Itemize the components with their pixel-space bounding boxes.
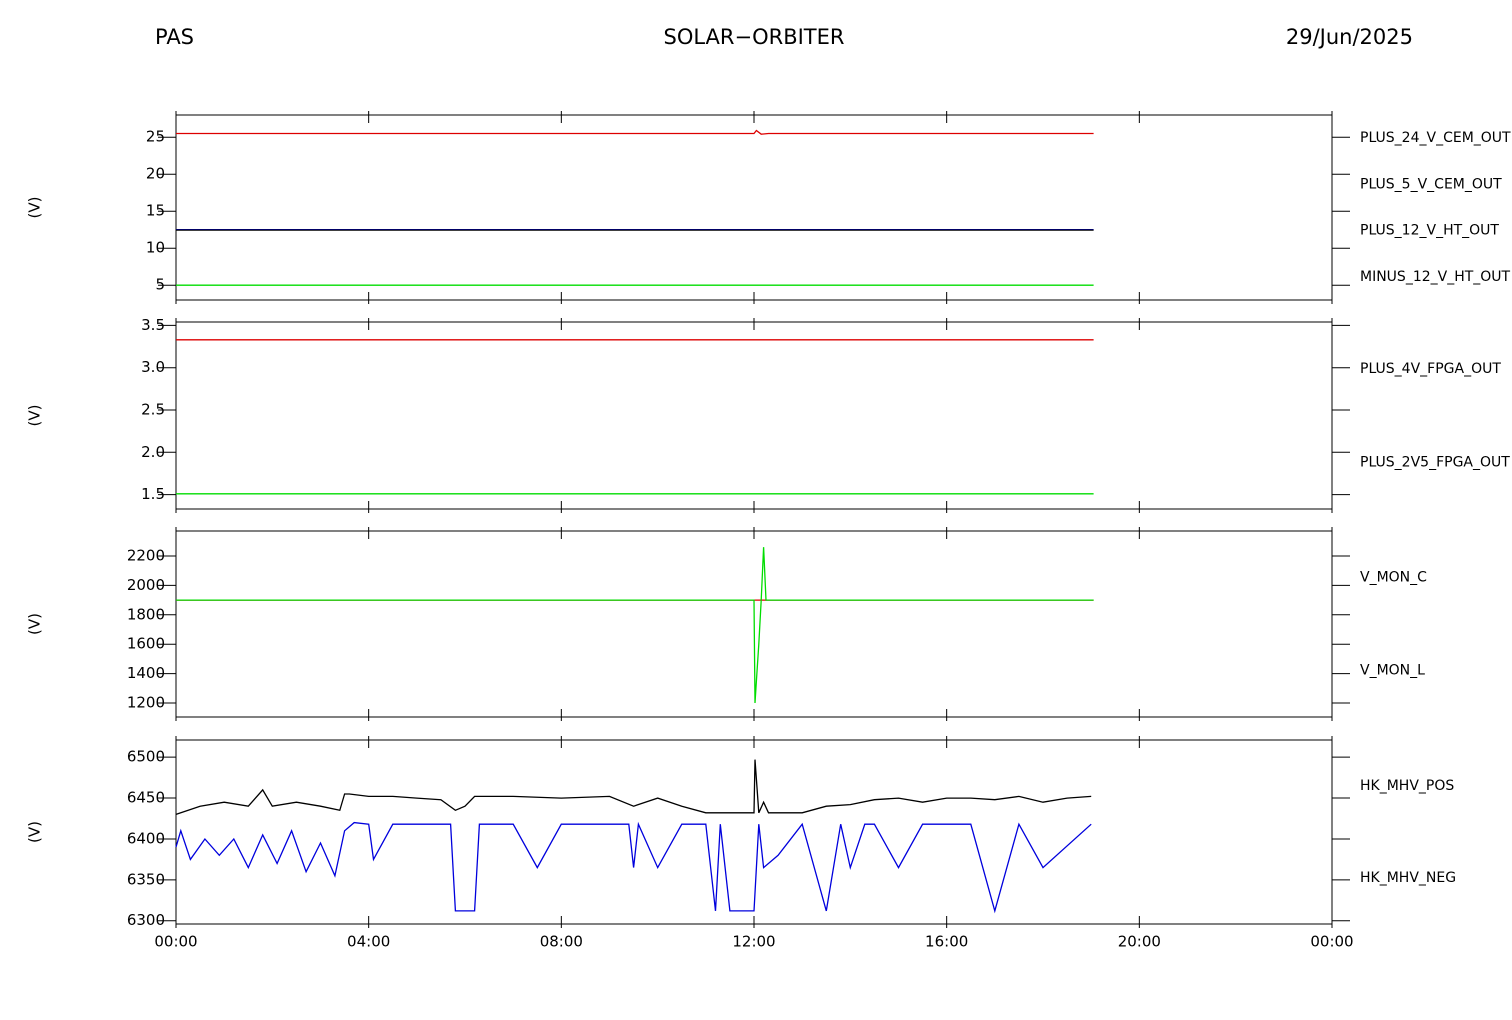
y-axis-label: (V) (26, 821, 44, 843)
x-tick-label: 12:00 (732, 933, 775, 951)
y-tick-label: 6400 (127, 829, 165, 847)
header-title: SOLAR−ORBITER (663, 25, 844, 49)
y-axis-label: (V) (26, 197, 44, 219)
header-date: 29/Jun/2025 (1286, 25, 1413, 49)
legend-label: HK_MHV_POS (1360, 778, 1454, 794)
y-tick-label: 1.5 (141, 485, 165, 503)
x-tick-label: 16:00 (925, 933, 968, 951)
y-tick-label: 6500 (127, 748, 165, 766)
y-tick-label: 1400 (127, 664, 165, 682)
y-tick-label: 2.0 (141, 443, 165, 461)
legend-label: MINUS_12_V_HT_OUT (1360, 269, 1511, 285)
y-tick-label: 6350 (127, 870, 165, 888)
series-line (175, 759, 1092, 816)
legend-label: HK_MHV_NEG (1360, 870, 1456, 886)
y-tick-label: 6450 (127, 789, 165, 807)
series-line (176, 129, 1094, 135)
y-tick-label: 2200 (127, 546, 165, 564)
y-tick-label: 15 (146, 202, 165, 220)
legend-label: V_MON_C (1360, 570, 1427, 586)
legend-label: PLUS_4V_FPGA_OUT (1360, 361, 1501, 377)
x-tick-label: 04:00 (347, 933, 390, 951)
legend-label: PLUS_12_V_HT_OUT (1360, 223, 1499, 239)
y-tick-label: 2000 (127, 576, 165, 594)
y-tick-label: 25 (146, 128, 165, 146)
y-axis-label: (V) (26, 613, 44, 635)
series-line (175, 821, 1092, 914)
plot-frame (175, 321, 1333, 510)
y-tick-label: 5 (155, 276, 165, 294)
legend-label: PLUS_24_V_CEM_OUT (1360, 130, 1511, 146)
y-tick-label: 3.5 (141, 316, 165, 334)
y-tick-label: 3.0 (141, 358, 165, 376)
legend-label: PLUS_2V5_FPGA_OUT (1360, 454, 1510, 470)
y-tick-label: 2.5 (141, 401, 165, 419)
legend-label: PLUS_5_V_CEM_OUT (1360, 176, 1502, 192)
plot-frame (175, 739, 1333, 925)
y-tick-label: 1600 (127, 635, 165, 653)
y-tick-label: 1800 (127, 605, 165, 623)
y-tick-label: 20 (146, 165, 165, 183)
legend-label: V_MON_L (1360, 663, 1425, 679)
x-tick-label: 00:00 (154, 933, 197, 951)
header-left: PAS (155, 25, 194, 49)
y-axis-label: (V) (26, 405, 44, 427)
y-tick-label: 1200 (127, 694, 165, 712)
y-tick-label: 6300 (127, 911, 165, 929)
x-tick-label: 08:00 (540, 933, 583, 951)
y-tick-label: 10 (146, 239, 165, 257)
x-tick-label: 20:00 (1118, 933, 1161, 951)
series-line (176, 547, 1094, 704)
plot-frame (175, 114, 1333, 301)
x-tick-label: 00:00 (1310, 933, 1353, 951)
